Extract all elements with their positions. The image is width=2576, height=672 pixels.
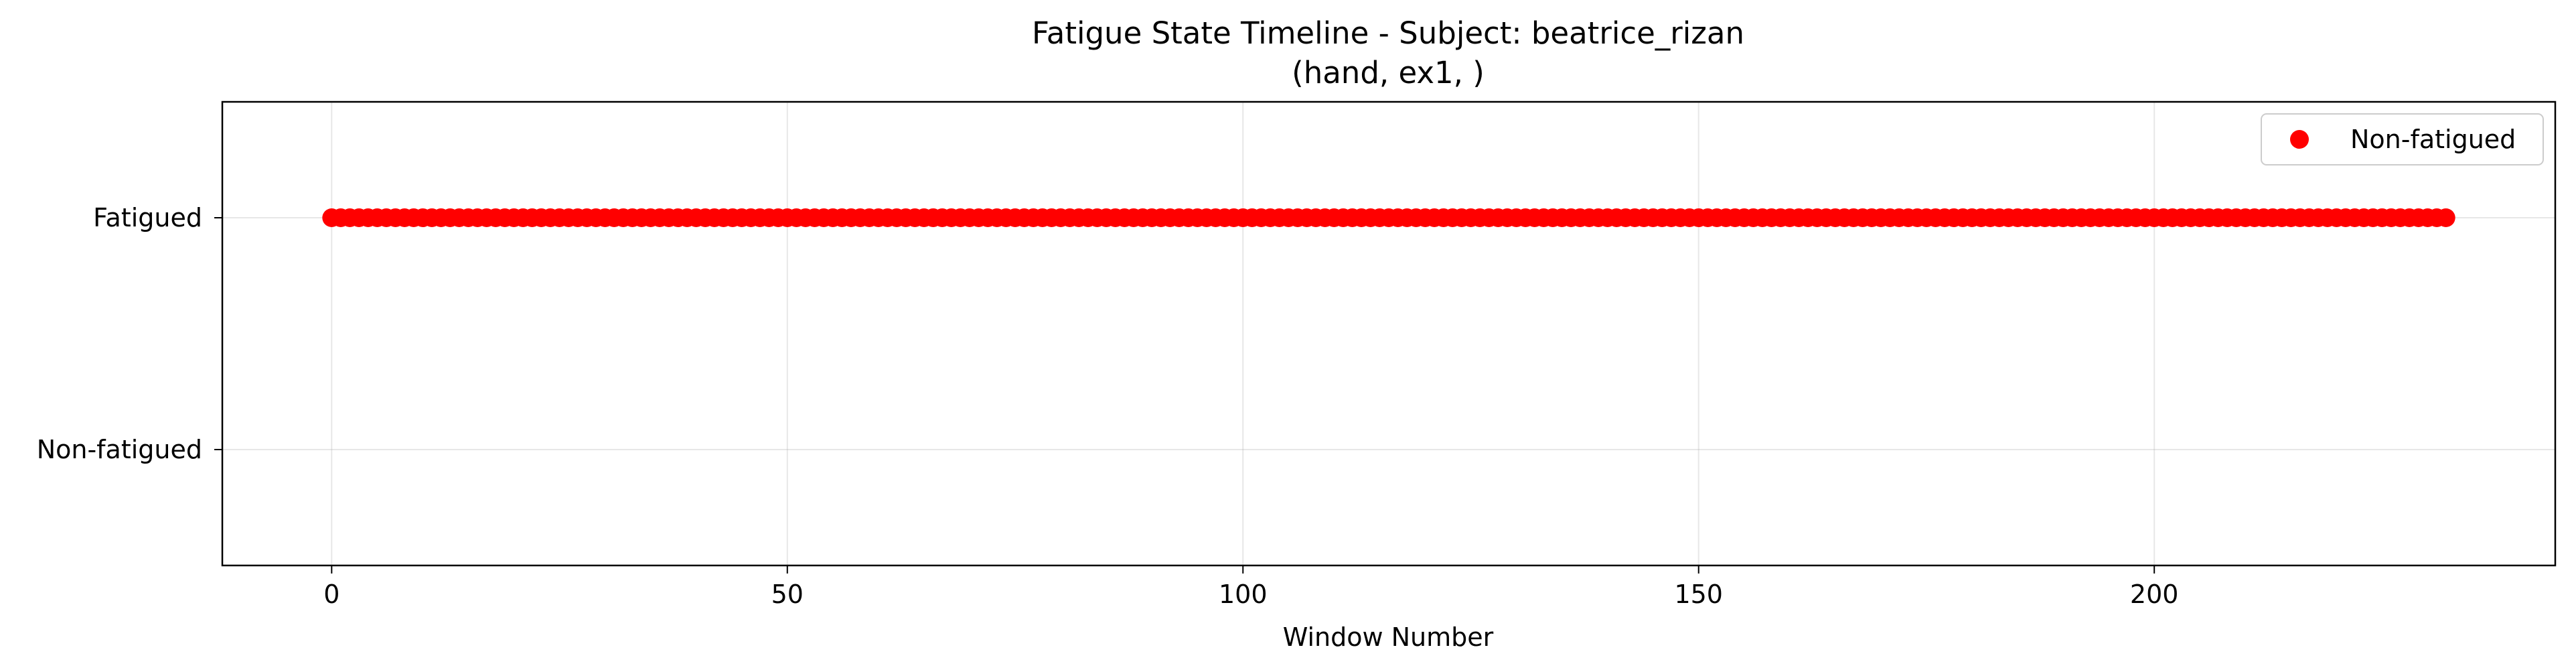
- legend-marker: [2290, 130, 2309, 149]
- x-axis-label: Window Number: [1283, 622, 1494, 652]
- legend: Non-fatigued: [2261, 113, 2544, 165]
- chart-subtitle: (hand, ex1, ): [1292, 55, 1485, 90]
- x-tick-label: 200: [2130, 580, 2179, 609]
- legend-box: [2261, 113, 2544, 165]
- x-tick-label: 0: [323, 580, 339, 609]
- x-axis-ticks: 0 50 100 150 200: [323, 565, 2178, 609]
- y-tick-label: Fatigued: [93, 203, 202, 232]
- y-tick-label: Non-fatigued: [37, 435, 202, 464]
- chart-title: Fatigue State Timeline - Subject: beatri…: [1032, 15, 1744, 51]
- y-axis-ticks: Fatigued Non-fatigued: [37, 203, 222, 464]
- x-tick-label: 150: [1674, 580, 1723, 609]
- data-points: [322, 208, 2455, 227]
- x-tick-label: 50: [771, 580, 804, 609]
- legend-label: Non-fatigued: [2350, 125, 2516, 154]
- x-tick-label: 100: [1219, 580, 1268, 609]
- plot-frame: [221, 100, 2557, 567]
- scatter-point: [2436, 208, 2455, 227]
